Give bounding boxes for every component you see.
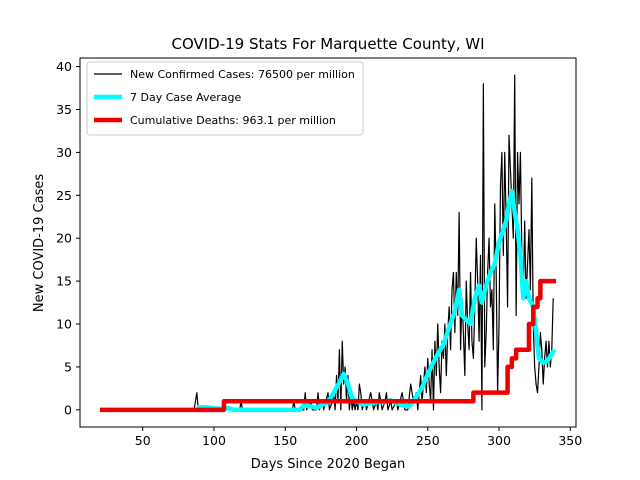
x-tick-label: 50 <box>135 433 151 448</box>
y-tick-label: 35 <box>56 102 72 117</box>
legend-entry-label: New Confirmed Cases: 76500 per million <box>130 68 355 81</box>
x-tick-label: 250 <box>416 433 440 448</box>
y-axis-label: New COVID-19 Cases <box>32 174 47 312</box>
axes: 50 100 150 200 250 300 350 0 5 10 15 20 25 30 35 40 <box>56 57 582 448</box>
plot-area <box>99 74 557 413</box>
chart-title: COVID-19 Stats For Marquette County, WI <box>171 35 484 53</box>
series-group <box>99 74 557 413</box>
x-tick-label: 100 <box>202 433 226 448</box>
x-tick-label: 150 <box>273 433 297 448</box>
x-axis-label: Days Since 2020 Began <box>251 457 406 472</box>
legend-entry-label: 7 Day Case Average <box>130 91 242 104</box>
y-tick-label: 5 <box>64 359 72 374</box>
y-tick-label: 30 <box>56 145 72 160</box>
y-tick-label: 40 <box>56 59 72 74</box>
legend-entry-label: Cumulative Deaths: 963.1 per million <box>130 114 336 127</box>
y-tick-label: 0 <box>64 402 72 417</box>
y-tick-label: 25 <box>56 188 72 203</box>
y-tick-label: 15 <box>56 274 72 289</box>
x-tick-label: 300 <box>487 433 511 448</box>
legend: New Confirmed Cases: 76500 per million 7 … <box>86 61 364 136</box>
y-tick-label: 20 <box>56 231 72 246</box>
y-tick-label: 10 <box>56 317 72 332</box>
legend-box <box>86 61 364 136</box>
x-tick-label: 350 <box>558 433 582 448</box>
axes-frame <box>79 57 577 428</box>
x-tick-label: 200 <box>345 433 369 448</box>
cumulative-deaths-line <box>99 278 557 413</box>
